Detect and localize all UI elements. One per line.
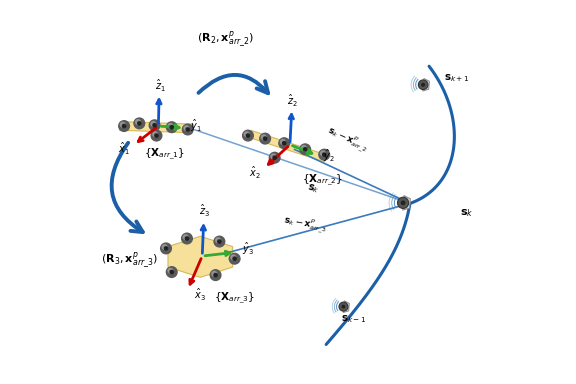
Circle shape bbox=[120, 122, 125, 127]
Circle shape bbox=[181, 233, 192, 244]
Circle shape bbox=[184, 126, 189, 131]
Circle shape bbox=[244, 132, 249, 137]
Text: $\{\mathbf{X}_{arr\_1}\}$: $\{\mathbf{X}_{arr\_1}\}$ bbox=[143, 147, 184, 162]
Circle shape bbox=[151, 122, 156, 126]
Text: $(\mathbf{R}_2, \mathbf{x}^p_{arr\_2})$: $(\mathbf{R}_2, \mathbf{x}^p_{arr\_2})$ bbox=[196, 29, 253, 49]
Text: $\mathbf{s}_k - \mathbf{x}^p_{arr\_3}$: $\mathbf{s}_k - \mathbf{x}^p_{arr\_3}$ bbox=[282, 212, 328, 236]
Polygon shape bbox=[119, 122, 194, 133]
Circle shape bbox=[260, 133, 271, 144]
Circle shape bbox=[166, 122, 177, 132]
Circle shape bbox=[123, 124, 126, 127]
Text: $\hat{z}_1$: $\hat{z}_1$ bbox=[155, 78, 166, 94]
Circle shape bbox=[262, 135, 266, 140]
Text: $\{\mathbf{X}_{arr\_3}\}$: $\{\mathbf{X}_{arr\_3}\}$ bbox=[214, 291, 255, 306]
Circle shape bbox=[153, 124, 156, 127]
Polygon shape bbox=[343, 301, 349, 313]
Circle shape bbox=[210, 270, 221, 280]
Circle shape bbox=[138, 122, 141, 125]
Circle shape bbox=[247, 134, 249, 137]
Circle shape bbox=[319, 149, 329, 160]
Circle shape bbox=[421, 83, 425, 87]
Text: $(\mathbf{R}_3, \mathbf{x}^p_{arr\_3})$: $(\mathbf{R}_3, \mathbf{x}^p_{arr\_3})$ bbox=[101, 250, 158, 270]
Circle shape bbox=[183, 235, 188, 240]
Circle shape bbox=[418, 80, 428, 89]
Circle shape bbox=[170, 270, 173, 274]
Circle shape bbox=[164, 247, 168, 250]
Circle shape bbox=[339, 302, 348, 311]
Circle shape bbox=[212, 271, 217, 276]
Circle shape bbox=[170, 126, 173, 129]
Circle shape bbox=[186, 128, 190, 131]
Text: $\{\mathbf{X}_{arr\_2}\}$: $\{\mathbf{X}_{arr\_2}\}$ bbox=[302, 173, 343, 188]
Circle shape bbox=[279, 138, 290, 149]
Circle shape bbox=[218, 240, 221, 243]
Polygon shape bbox=[403, 195, 410, 210]
Polygon shape bbox=[248, 131, 328, 162]
Text: $\mathbf{s}_{k-1}$: $\mathbf{s}_{k-1}$ bbox=[341, 314, 366, 325]
Circle shape bbox=[155, 134, 158, 137]
Text: $\hat{x}_1$: $\hat{x}_1$ bbox=[118, 141, 130, 157]
Circle shape bbox=[183, 124, 193, 135]
Circle shape bbox=[273, 156, 276, 159]
Circle shape bbox=[153, 132, 158, 137]
Circle shape bbox=[168, 124, 173, 128]
Circle shape bbox=[242, 130, 253, 141]
Circle shape bbox=[342, 305, 346, 309]
Circle shape bbox=[149, 120, 160, 131]
FancyArrowPatch shape bbox=[112, 143, 143, 232]
Text: $\mathbf{s}_k$: $\mathbf{s}_k$ bbox=[460, 207, 474, 218]
Circle shape bbox=[233, 257, 236, 260]
Text: $\mathbf{s}_{k+1}$: $\mathbf{s}_{k+1}$ bbox=[444, 72, 469, 84]
Circle shape bbox=[401, 200, 406, 205]
Circle shape bbox=[300, 144, 310, 155]
Circle shape bbox=[304, 148, 307, 151]
Circle shape bbox=[166, 267, 177, 277]
Text: $\hat{y}_1$: $\hat{y}_1$ bbox=[190, 118, 202, 134]
Circle shape bbox=[270, 152, 280, 163]
Circle shape bbox=[185, 237, 188, 240]
Circle shape bbox=[320, 151, 325, 156]
Text: $\hat{y}_2$: $\hat{y}_2$ bbox=[323, 147, 335, 164]
Circle shape bbox=[323, 153, 326, 156]
Circle shape bbox=[162, 245, 167, 250]
Polygon shape bbox=[423, 78, 429, 91]
Circle shape bbox=[281, 139, 285, 144]
Circle shape bbox=[283, 142, 286, 145]
Circle shape bbox=[231, 255, 236, 260]
Circle shape bbox=[301, 146, 306, 151]
Circle shape bbox=[134, 118, 145, 129]
Polygon shape bbox=[168, 236, 233, 277]
Text: $\hat{x}_3$: $\hat{x}_3$ bbox=[194, 286, 206, 303]
Circle shape bbox=[215, 238, 221, 243]
Text: $\hat{z}_2$: $\hat{z}_2$ bbox=[287, 93, 298, 109]
FancyArrowPatch shape bbox=[199, 75, 268, 93]
Circle shape bbox=[168, 268, 173, 273]
Text: $\mathbf{s}_k - \mathbf{x}^p_{arr\_2}$: $\mathbf{s}_k - \mathbf{x}^p_{arr\_2}$ bbox=[324, 122, 370, 156]
Text: $\hat{y}_3$: $\hat{y}_3$ bbox=[242, 241, 254, 257]
Circle shape bbox=[214, 236, 225, 247]
Circle shape bbox=[264, 137, 267, 140]
Circle shape bbox=[161, 243, 171, 254]
Circle shape bbox=[397, 197, 409, 209]
Text: $\hat{x}_2$: $\hat{x}_2$ bbox=[249, 164, 260, 180]
Circle shape bbox=[271, 154, 276, 159]
Circle shape bbox=[135, 120, 141, 124]
Text: $\hat{z}_3$: $\hat{z}_3$ bbox=[199, 203, 210, 218]
Text: $\mathbf{s}_k$: $\mathbf{s}_k$ bbox=[305, 181, 320, 196]
Circle shape bbox=[229, 253, 240, 264]
Circle shape bbox=[214, 273, 217, 277]
Circle shape bbox=[151, 130, 162, 141]
Circle shape bbox=[119, 121, 130, 131]
